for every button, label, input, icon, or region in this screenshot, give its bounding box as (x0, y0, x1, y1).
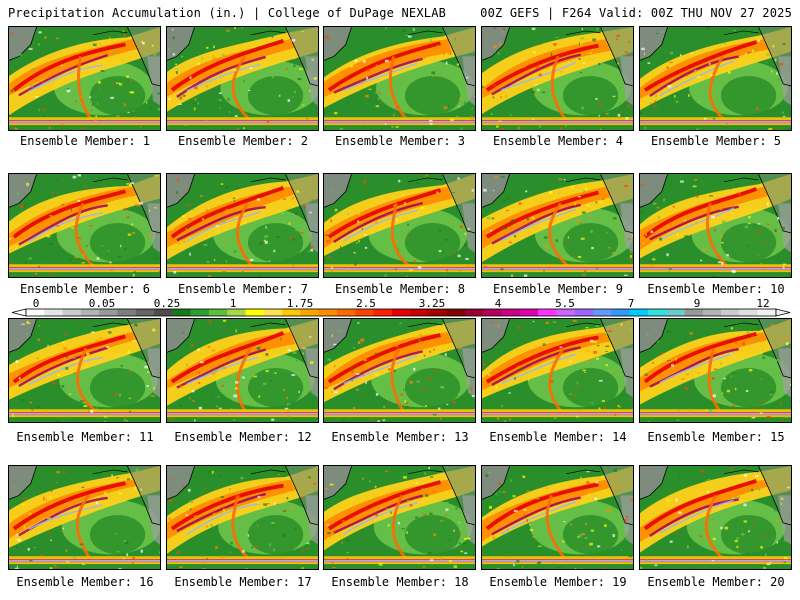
colorbar-segment (154, 309, 173, 316)
ensemble-member-map (323, 465, 476, 570)
ensemble-member-map (166, 465, 319, 570)
colorbar-tick-label: 1.75 (286, 297, 314, 310)
colorbar-segment (684, 309, 704, 316)
colorbar-segment (99, 309, 118, 316)
ensemble-member-map (323, 26, 476, 131)
colorbar-segment (373, 309, 393, 316)
colorbar-tick-label: 9 (693, 297, 701, 310)
colorbar-tick-label: 0.25 (153, 297, 181, 310)
ensemble-member-map (639, 318, 792, 423)
ensemble-member-label: Ensemble Member: 8 (334, 282, 466, 296)
precipitation-colorbar (11, 308, 791, 317)
colorbar-segment (26, 309, 45, 316)
colorbar-segment (190, 309, 210, 316)
colorbar-segment (629, 309, 649, 316)
colorbar-max-arrow (775, 308, 791, 317)
colorbar-segment (227, 309, 246, 316)
colorbar-min-arrow (11, 308, 27, 317)
ensemble-member-map (8, 465, 161, 570)
ensemble-member-label: Ensemble Member: 12 (174, 430, 312, 444)
colorbar-segment (611, 309, 630, 316)
ensemble-member-label: Ensemble Member: 16 (16, 575, 154, 589)
colorbar-segment (282, 309, 301, 316)
ensemble-member-map (481, 318, 634, 423)
ensemble-member-map (639, 173, 792, 278)
colorbar-segment (410, 309, 429, 316)
ensemble-member-map (481, 465, 634, 570)
colorbar-segment (702, 309, 722, 316)
colorbar-tick-label: 5.5 (555, 297, 575, 310)
colorbar-segment (465, 309, 484, 316)
colorbar-segment (428, 309, 448, 316)
colorbar-segment (501, 309, 521, 316)
ensemble-member-map (8, 26, 161, 131)
ensemble-member-map (166, 318, 319, 423)
colorbar-tick-label: 12 (756, 297, 770, 310)
colorbar-segment (117, 309, 137, 316)
colorbar-segment (80, 309, 100, 316)
ensemble-member-map (8, 318, 161, 423)
ensemble-member-map (323, 173, 476, 278)
colorbar-segment (245, 309, 265, 316)
colorbar-segment (44, 309, 63, 316)
colorbar-tick-label: 1 (229, 297, 237, 310)
colorbar-segment (666, 309, 685, 316)
map-title: Precipitation Accumulation (in.) | Colle… (8, 6, 447, 20)
colorbar-tick-label: 3.25 (418, 297, 446, 310)
ensemble-member-map (481, 173, 634, 278)
ensemble-member-label: Ensemble Member: 1 (19, 134, 151, 148)
colorbar-segment (593, 309, 612, 316)
colorbar-segment (135, 309, 155, 316)
ensemble-member-label: Ensemble Member: 10 (647, 282, 785, 296)
colorbar-segment (647, 309, 667, 316)
colorbar-tick-label: 4 (494, 297, 502, 310)
colorbar-segment (391, 309, 411, 316)
colorbar-segment (556, 309, 576, 316)
ensemble-member-label: Ensemble Member: 2 (177, 134, 309, 148)
ensemble-member-label: Ensemble Member: 17 (174, 575, 312, 589)
ensemble-member-label: Ensemble Member: 20 (647, 575, 785, 589)
ensemble-member-map (481, 26, 634, 131)
ensemble-member-label: Ensemble Member: 4 (492, 134, 624, 148)
ensemble-member-label: Ensemble Member: 5 (650, 134, 782, 148)
ensemble-member-label: Ensemble Member: 7 (177, 282, 309, 296)
colorbar-segment (721, 309, 740, 316)
colorbar-segment (62, 309, 82, 316)
ensemble-member-map (639, 465, 792, 570)
colorbar-segment (446, 309, 466, 316)
colorbar-tick-label: 7 (627, 297, 635, 310)
colorbar-segment (757, 309, 777, 316)
colorbar-tick-label: 0.05 (88, 297, 116, 310)
colorbar-tick-label: 2.5 (356, 297, 376, 310)
ensemble-member-map (166, 173, 319, 278)
ensemble-member-label: Ensemble Member: 13 (331, 430, 469, 444)
ensemble-member-map (639, 26, 792, 131)
colorbar-segment (739, 309, 759, 316)
ensemble-member-map (166, 26, 319, 131)
ensemble-member-label: Ensemble Member: 9 (492, 282, 624, 296)
colorbar-segment (300, 309, 319, 316)
ensemble-member-label: Ensemble Member: 11 (16, 430, 154, 444)
ensemble-member-map (323, 318, 476, 423)
ensemble-member-label: Ensemble Member: 15 (647, 430, 785, 444)
ensemble-member-label: Ensemble Member: 3 (334, 134, 466, 148)
colorbar-segment (208, 309, 228, 316)
colorbar-segment (538, 309, 557, 316)
colorbar-segment (172, 309, 191, 316)
ensemble-member-label: Ensemble Member: 19 (489, 575, 627, 589)
model-run-info: 00Z GEFS | F264 Valid: 00Z THU NOV 27 20… (480, 6, 792, 20)
colorbar-tick-label: 0 (32, 297, 40, 310)
ensemble-member-label: Ensemble Member: 18 (331, 575, 469, 589)
colorbar-segment (483, 309, 502, 316)
colorbar-segment (336, 309, 356, 316)
ensemble-member-label: Ensemble Member: 6 (19, 282, 151, 296)
colorbar-segment (318, 309, 338, 316)
colorbar-segment (355, 309, 374, 316)
ensemble-member-map (8, 173, 161, 278)
colorbar-segment (574, 309, 594, 316)
colorbar-segment (263, 309, 283, 316)
ensemble-member-label: Ensemble Member: 14 (489, 430, 627, 444)
colorbar-segment (519, 309, 539, 316)
